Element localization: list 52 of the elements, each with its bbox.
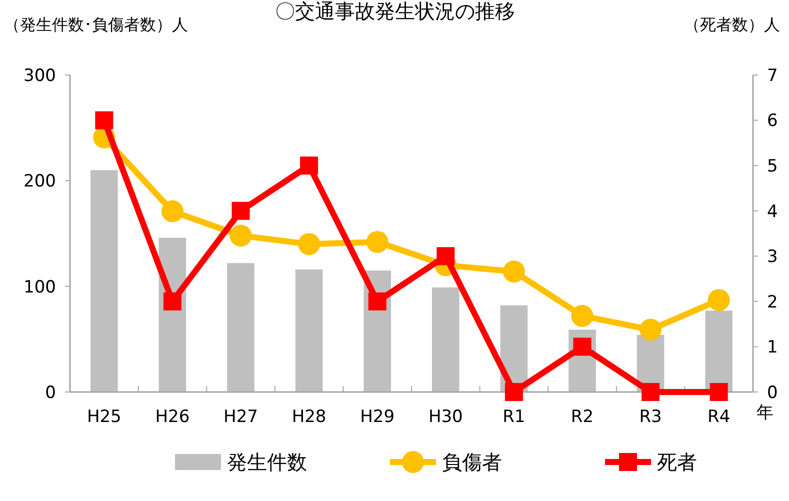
point — [504, 383, 523, 401]
point — [640, 318, 662, 341]
point — [436, 247, 455, 266]
x-tick-label: H28 — [292, 407, 326, 427]
legend-label: 発生件数 — [227, 450, 307, 474]
point — [573, 338, 592, 356]
x-tick-label: H26 — [155, 407, 190, 427]
legend-label: 負傷者 — [442, 450, 502, 474]
y2-tick-label: 6 — [767, 111, 778, 132]
y2-tick-label: 1 — [767, 338, 778, 358]
x-tick-label: R4 — [708, 407, 730, 427]
legend-label: 死者 — [657, 450, 697, 474]
y-tick-label: 0 — [45, 382, 56, 403]
point — [642, 383, 660, 401]
point — [708, 289, 730, 312]
y2-tick-label: 7 — [767, 66, 778, 86]
point — [368, 292, 386, 310]
y2-tick-label: 5 — [767, 156, 778, 177]
x-tick-label: H27 — [224, 407, 258, 427]
point — [300, 156, 318, 175]
point — [710, 383, 728, 401]
y2-tick-label: 4 — [767, 202, 778, 222]
y2-tick-label: 3 — [767, 247, 778, 268]
x-tick-label: H30 — [428, 407, 463, 427]
y2-tick-label: 2 — [767, 292, 778, 312]
x-tick-label: R2 — [570, 407, 594, 427]
y-tick-label: 200 — [24, 172, 56, 192]
point — [366, 230, 388, 253]
point — [232, 202, 250, 220]
x-tick-label: H25 — [86, 407, 122, 427]
bar — [705, 310, 733, 392]
x-tick-label: R1 — [502, 407, 526, 427]
bar — [432, 287, 460, 392]
x-axis-title: 年 — [756, 403, 774, 423]
point — [502, 260, 525, 283]
point — [95, 111, 114, 130]
bar — [90, 170, 118, 392]
point — [298, 233, 320, 256]
point — [163, 292, 182, 310]
x-tick-label: H29 — [360, 407, 395, 427]
point — [230, 224, 252, 247]
y-tick-label: 300 — [24, 66, 56, 86]
point — [161, 200, 184, 222]
y-axis-title: （発生件数･負傷者数）人 — [4, 15, 188, 34]
point — [571, 304, 594, 327]
bar — [295, 269, 323, 392]
y2-tick-label: 0 — [767, 382, 778, 403]
chart-title: 〇交通事故発生状況の推移 — [275, 0, 515, 23]
bar — [227, 263, 254, 392]
y-tick-label: 100 — [24, 277, 56, 298]
y2-axis-title: （死者数）人 — [684, 15, 780, 34]
x-tick-label: R3 — [639, 407, 662, 427]
